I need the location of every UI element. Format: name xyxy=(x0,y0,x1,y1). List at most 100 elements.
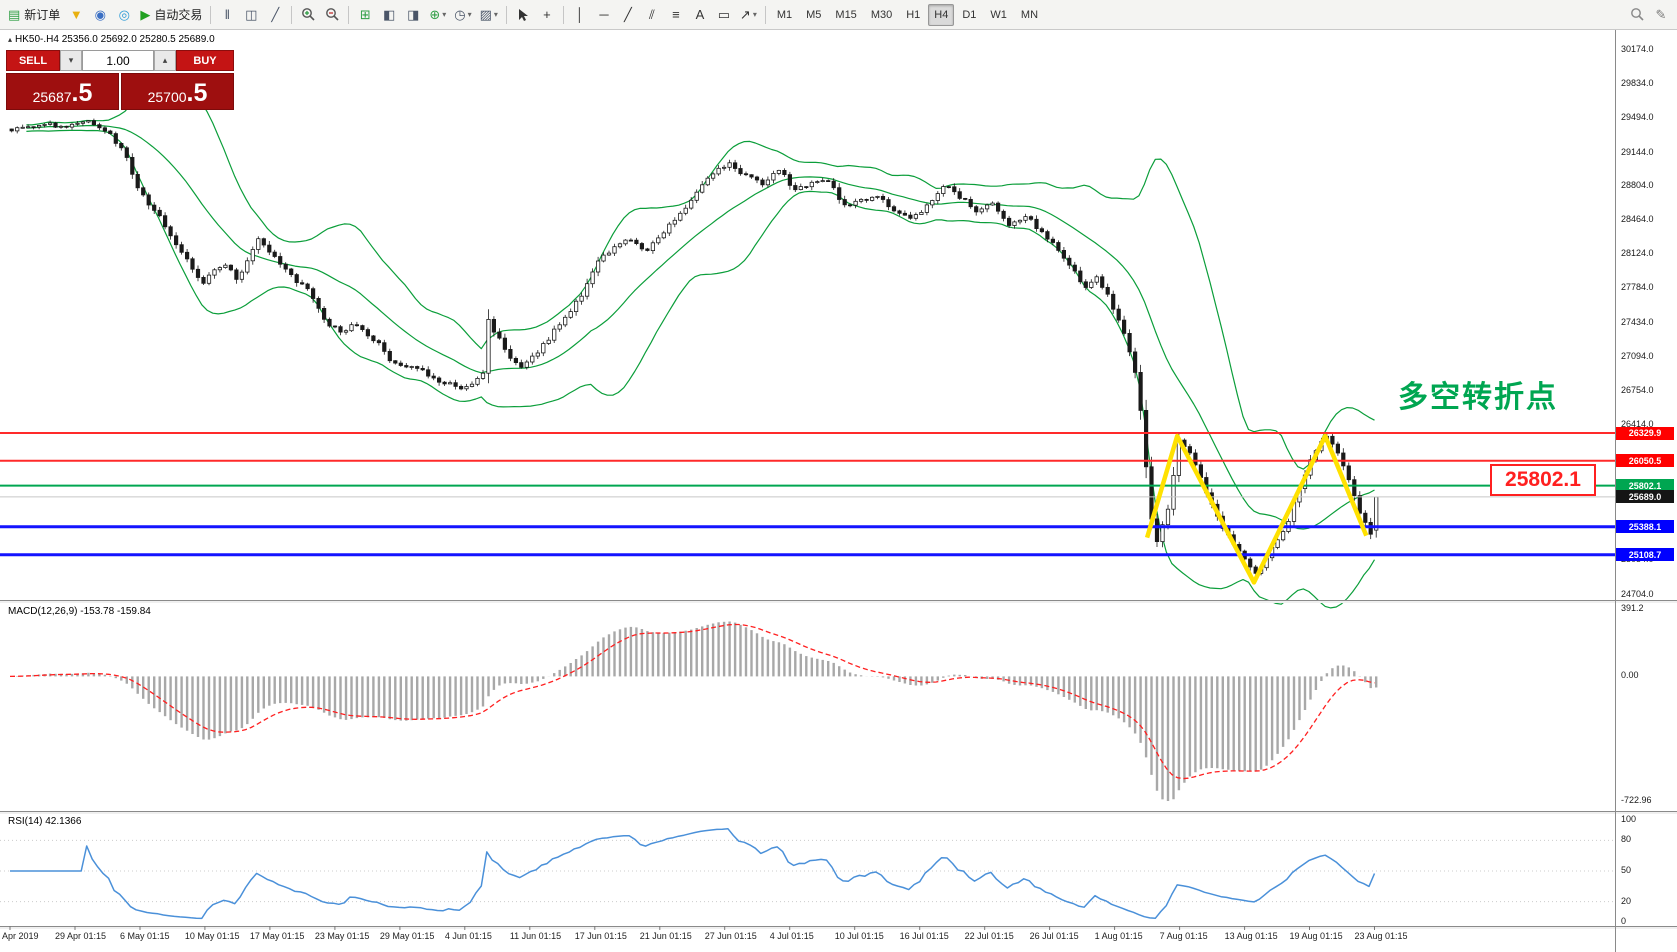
timeframe-button-m1[interactable]: M1 xyxy=(776,8,793,21)
cursor-icon[interactable] xyxy=(512,4,534,26)
dropdown-arrow-icon: ▾ xyxy=(752,10,757,19)
date-label: 10 Jul 01:15 xyxy=(834,931,884,941)
price-tick-label: 27784.0 xyxy=(1621,282,1654,293)
funnel-icon[interactable]: ▼ xyxy=(65,4,87,26)
timeframe-button-mn[interactable]: MN xyxy=(1020,8,1039,21)
buy-price-frac: .5 xyxy=(186,79,208,107)
date-label: 4 Jun 01:15 xyxy=(444,931,492,941)
rsi-scale-tick: 100 xyxy=(1621,814,1637,824)
timeframe-button-m5[interactable]: M5 xyxy=(806,8,822,21)
turning-point-annotation: 多空转折点 xyxy=(1398,381,1558,414)
rsi-scale-tick: 0 xyxy=(1621,916,1627,926)
date-label: 7 Aug 01:15 xyxy=(1159,931,1208,941)
dropdown-arrow-icon: ▾ xyxy=(467,10,472,19)
price-tick-label: 29834.0 xyxy=(1621,77,1654,88)
buy-button[interactable]: BUY xyxy=(176,50,234,71)
autotrade-button[interactable]: ▶ 自动交易 xyxy=(137,4,205,26)
trendline-icon[interactable]: ╱ xyxy=(617,4,639,26)
timeframe-button-m30[interactable]: M30 xyxy=(870,8,893,21)
price-level-tag: 26050.5 xyxy=(1616,454,1674,468)
line-chart-icon[interactable]: ╱ xyxy=(264,4,286,26)
search-icon[interactable] xyxy=(1626,4,1648,26)
price-level-tag: 25802.1 xyxy=(1616,479,1674,493)
macd-name: MACD(12,26,9) xyxy=(8,606,78,617)
channel-icon: ⫽ xyxy=(649,6,655,22)
date-label: 23 Apr 2019 xyxy=(0,931,39,941)
fibonacci-icon: ≡ xyxy=(672,7,680,22)
crosshair-icon: + xyxy=(543,7,551,22)
crosshair-icon[interactable]: + xyxy=(536,4,558,26)
chart-area: ▴ HK50-.H4 25356.0 25692.0 25280.5 25689.… xyxy=(0,30,1677,952)
date-label: 16 Jul 01:15 xyxy=(899,931,949,941)
toolbar-separator xyxy=(764,5,766,24)
sell-price-frac: .5 xyxy=(71,79,93,107)
bar-chart-icon[interactable]: ‖ xyxy=(216,4,238,26)
date-label: 6 May 01:15 xyxy=(119,931,170,941)
collapse-arrow-icon[interactable]: ▴ xyxy=(8,35,13,44)
edit-icon[interactable]: ✎ xyxy=(1650,4,1672,26)
indicators-button[interactable]: ⊕ ▾ xyxy=(426,4,449,26)
sell-button[interactable]: SELL xyxy=(6,50,60,71)
macd-scale-zero: 0.00 xyxy=(1621,670,1639,681)
bar-chart-icon: ‖ xyxy=(224,7,231,22)
toolbar-right-group: ✎ xyxy=(1625,4,1673,26)
candlestick-chart-icon: ◫ xyxy=(245,6,258,22)
volume-input[interactable]: 1.00 xyxy=(82,50,154,71)
channel-icon[interactable]: ⫽ xyxy=(641,4,663,26)
vertical-line-icon: │ xyxy=(575,7,584,22)
toolbar-separator xyxy=(562,5,564,24)
timeframe-group: M1 M5 M15 M30 H1 H4 D1 W1 MN xyxy=(770,3,1045,26)
new-order-button[interactable]: ▤ 新订单 xyxy=(5,4,63,26)
date-label: 27 Jun 01:15 xyxy=(704,931,757,941)
price-tick-label: 26754.0 xyxy=(1621,384,1654,395)
text-icon[interactable]: A xyxy=(689,4,711,26)
buy-price-display[interactable]: 25700.5 xyxy=(121,73,234,110)
symbol-ohlc-text: HK50-.H4 25356.0 25692.0 25280.5 25689.0 xyxy=(15,34,215,45)
date-label: 13 Aug 01:15 xyxy=(1224,931,1278,941)
autotrade-button: ▶ xyxy=(140,6,151,22)
label-icon[interactable]: ▭ xyxy=(713,4,735,26)
profile-icon[interactable]: ◉ xyxy=(89,4,111,26)
vertical-line-icon[interactable]: │ xyxy=(569,4,591,26)
date-label: 21 Jun 01:15 xyxy=(639,931,692,941)
macd-scale-min: -722.96 xyxy=(1621,795,1652,805)
dropdown-arrow-icon: ▾ xyxy=(493,10,498,19)
tile-windows-icon[interactable]: ⊞ xyxy=(354,4,376,26)
macd-indicator-label: MACD(12,26,9) -153.78 -159.84 xyxy=(8,606,151,617)
price-callout-box: 25802.1 xyxy=(1490,464,1596,496)
templates-button: ▨ xyxy=(479,6,492,22)
chart-canvas[interactable] xyxy=(0,30,1677,952)
community-icon[interactable]: ◎ xyxy=(113,4,135,26)
volume-down-button[interactable]: ▾ xyxy=(60,50,82,71)
fibonacci-icon[interactable]: ≡ xyxy=(665,4,687,26)
periods-button[interactable]: ◷ ▾ xyxy=(451,4,474,26)
price-tick-label: 27094.0 xyxy=(1621,350,1654,361)
toolbar-separator xyxy=(505,5,507,24)
timeframe-button-m15[interactable]: M15 xyxy=(835,8,857,21)
arrows-icon[interactable]: ↗ ▾ xyxy=(737,4,760,26)
volume-up-button[interactable]: ▴ xyxy=(154,50,176,71)
zoom-in-icon[interactable] xyxy=(297,4,319,26)
rsi-scale-tick: 50 xyxy=(1621,865,1632,875)
timeframe-button-d1[interactable]: D1 xyxy=(962,8,977,21)
price-tick-label: 29494.0 xyxy=(1621,111,1654,122)
funnel-icon: ▼ xyxy=(69,7,83,22)
price-tick-label: 26414.0 xyxy=(1621,418,1654,429)
autotrade-button-label: 自动交易 xyxy=(154,8,203,22)
edit-icon: ✎ xyxy=(1655,6,1667,22)
timeframe-button-h4[interactable]: H4 xyxy=(928,3,955,26)
zoom-out-icon[interactable] xyxy=(321,4,343,26)
templates-button[interactable]: ▨ ▾ xyxy=(477,4,501,26)
timeframe-button-h1[interactable]: H1 xyxy=(906,8,921,21)
arrange-vertical-icon[interactable]: ◨ xyxy=(402,4,424,26)
price-level-tag: 25689.0 xyxy=(1616,490,1674,504)
rsi-value: 42.1366 xyxy=(45,816,82,827)
sell-price-display[interactable]: 25687.5 xyxy=(6,73,119,110)
candlestick-chart-icon[interactable]: ◫ xyxy=(240,4,262,26)
horizontal-line-icon[interactable]: ─ xyxy=(593,4,615,26)
toolbar-left-group: ▤ 新订单 ▼ ◉ ◎ ▶ 自动交易 ‖ ◫ ╱ ⊞ ◧ ◨ ⊕ ▾ ◷ ▾ ▨ ▾ + │ ─ ╱ ⫽ ≡ A ▭ ↗ ▾ xyxy=(4,4,761,26)
arrange-horizontal-icon[interactable]: ◧ xyxy=(378,4,400,26)
one-click-trading-panel: SELL ▾ 1.00 ▴ BUY 25687.5 25700.5 xyxy=(6,50,234,110)
price-level-tag: 25108.7 xyxy=(1616,548,1674,562)
timeframe-button-w1[interactable]: W1 xyxy=(990,8,1007,21)
